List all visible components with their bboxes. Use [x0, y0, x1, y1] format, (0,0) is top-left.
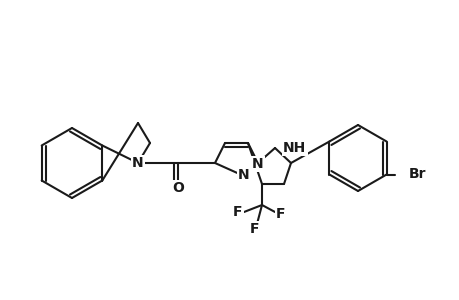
Text: O: O — [172, 181, 184, 195]
Text: NH: NH — [282, 141, 306, 155]
Text: F: F — [276, 207, 285, 221]
Text: N: N — [238, 168, 249, 182]
Text: F: F — [233, 205, 242, 219]
Text: N: N — [252, 157, 263, 171]
Text: Br: Br — [408, 167, 425, 182]
Text: F: F — [250, 222, 259, 236]
Text: N: N — [132, 156, 144, 170]
